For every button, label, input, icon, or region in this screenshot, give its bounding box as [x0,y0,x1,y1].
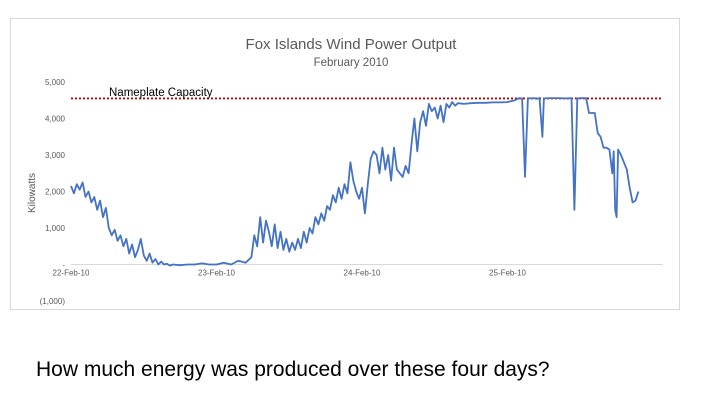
x-tick-labels: 22-Feb-10 23-Feb-10 24-Feb-10 25-Feb-10 [53,269,527,278]
wind-power-line-chart: Fox Islands Wind Power Output February 2… [27,36,663,306]
x-tick-label: 22-Feb-10 [53,269,90,278]
y-axis-label: Kilowatts [27,173,38,213]
y-tick-label: 5,000 [45,78,66,87]
chart-subtitle: February 2010 [314,57,389,69]
y-tick-label: 4,000 [45,115,66,124]
y-tick-label: 2,000 [45,188,66,197]
y-tick-label: 3,000 [45,151,66,160]
question-text: How much energy was produced over these … [36,358,550,381]
chart-title: Fox Islands Wind Power Output [246,36,458,53]
nameplate-capacity-label: Nameplate Capacity [109,87,213,99]
y-tick-label: 1,000 [45,224,66,233]
power-output-series-line [70,97,640,267]
y-tick-label: (1,000) [40,297,66,306]
y-tick-labels: 5,000 4,000 3,000 2,000 1,000 - (1,000) [40,78,66,306]
y-tick-label: - [62,261,65,270]
x-tick-label: 24-Feb-10 [344,269,381,278]
x-tick-label: 25-Feb-10 [489,269,526,278]
x-tick-label: 23-Feb-10 [198,269,235,278]
chart-frame: Fox Islands Wind Power Output February 2… [10,18,680,310]
